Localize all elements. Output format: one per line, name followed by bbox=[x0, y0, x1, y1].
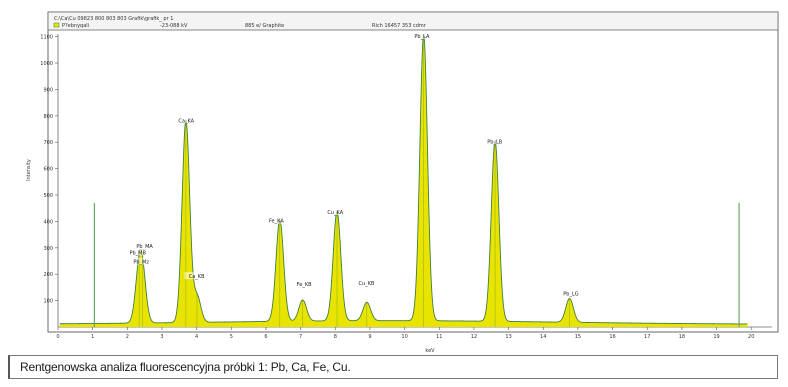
peak-label-bg bbox=[323, 208, 348, 216]
series-legend-swatch bbox=[53, 22, 60, 28]
y-tick-label: 700 bbox=[43, 140, 53, 146]
figure-caption: Rentgenowska analiza fluorescencyjna pró… bbox=[20, 360, 351, 374]
x-tick-label: 20 bbox=[748, 334, 754, 340]
x-tick-label: 19 bbox=[713, 334, 719, 340]
y-tick-label: 1100 bbox=[40, 35, 53, 41]
peak-label-group: Pb_LG bbox=[558, 289, 583, 297]
y-tick-label: 600 bbox=[43, 167, 53, 173]
peak-label: Pb_Mz bbox=[133, 260, 149, 266]
peak-label-bg bbox=[129, 257, 154, 265]
x-tick-label: 6 bbox=[264, 334, 267, 340]
x-tick-label: 17 bbox=[644, 334, 650, 340]
x-tick-label: 3 bbox=[160, 334, 163, 340]
y-tick-label: 800 bbox=[43, 114, 53, 120]
peak-label: Pb_MB bbox=[129, 250, 146, 256]
peak-label-group: Fe_KB bbox=[292, 280, 317, 288]
y-axis: 100 200 300 400 500 600 700 800 900 1000 1100 bbox=[40, 34, 59, 327]
x-tick-label: 9 bbox=[368, 334, 371, 340]
x-tick-label: 4 bbox=[195, 334, 198, 340]
peak-label-group: Pb_MA bbox=[132, 241, 157, 250]
peak-label: Fe_KB bbox=[297, 282, 312, 288]
peak-label-bg bbox=[264, 216, 289, 224]
plot-frame bbox=[47, 11, 779, 333]
peak-label-group: Pb_MB bbox=[125, 248, 150, 256]
x-tick-label: 0 bbox=[56, 334, 59, 340]
peak-label-bg bbox=[482, 137, 507, 145]
peak-label: Pb_LB bbox=[487, 140, 502, 146]
marker-layer bbox=[93, 202, 740, 327]
peak-label-bg bbox=[132, 241, 157, 249]
x-tick-label: 2 bbox=[126, 334, 129, 340]
peak-label-bg bbox=[174, 116, 199, 124]
peak-label: Cu_KB bbox=[359, 281, 375, 287]
peak-label-group: Cu_KB bbox=[354, 278, 379, 287]
peak-label-group: Pb_LB bbox=[482, 137, 507, 146]
x-axis-label: keV bbox=[425, 348, 435, 354]
y-tick-label: 300 bbox=[43, 246, 53, 252]
peak-label-group: Pb_Mz bbox=[129, 257, 154, 266]
peak-label-bg bbox=[354, 278, 379, 286]
x-tick-label: 14 bbox=[540, 334, 546, 340]
peak-label-bg bbox=[409, 31, 434, 39]
y-tick-label: 1000 bbox=[40, 61, 53, 67]
plot-header-bar bbox=[47, 11, 779, 31]
peak-label-bg bbox=[184, 272, 209, 280]
peak-label: Pb_MA bbox=[136, 244, 153, 250]
y-tick-label: 100 bbox=[43, 299, 53, 305]
figure-caption-box: Rentgenowska analiza fluorescencyjna pró… bbox=[8, 355, 778, 379]
x-tick-label: 8 bbox=[334, 334, 337, 340]
peak-label-bg bbox=[558, 289, 583, 297]
x-tick-label: 12 bbox=[471, 334, 477, 340]
peak-label: Ca_KB bbox=[189, 274, 205, 280]
peak-label: Ca_KA bbox=[178, 118, 194, 124]
peak-label-bg bbox=[125, 248, 150, 256]
header-counts: Rich 16457 353 cdmr bbox=[372, 23, 427, 29]
y-tick-label: 900 bbox=[43, 87, 53, 93]
peak-label-group: Fe_KA bbox=[264, 216, 289, 225]
peak-label: Cu_KA bbox=[327, 210, 343, 216]
header-target: 885 e/ Graphite bbox=[245, 23, 284, 29]
x-tick-label: 7 bbox=[299, 334, 302, 340]
peak-label-group: Cu_KA bbox=[323, 208, 348, 216]
header-line-1: C:\Ca\Cu 09823 800 803 803 Grafik\grafik… bbox=[54, 16, 173, 22]
spectrum-layer bbox=[59, 34, 748, 327]
spectrum-chart: C:\Ca\Cu 09823 800 803 803 Grafik\grafik… bbox=[26, 11, 779, 354]
x-tick-label: 13 bbox=[505, 334, 511, 340]
header-voltage: -23-088 kV bbox=[160, 23, 188, 29]
x-tick-label: 18 bbox=[679, 334, 685, 340]
x-tick-label: 5 bbox=[230, 334, 233, 340]
y-axis-label: Intensity bbox=[26, 159, 32, 181]
peak-label: Pb_LA bbox=[414, 34, 430, 40]
spectrum-outline bbox=[59, 34, 748, 325]
y-tick-label: 400 bbox=[43, 219, 53, 225]
x-tick-label: 11 bbox=[436, 334, 442, 340]
x-tick-label: 1 bbox=[91, 334, 94, 340]
x-tick-label: 10 bbox=[401, 334, 407, 340]
peak-label: Fe_KA bbox=[269, 219, 284, 225]
y-tick-label: 500 bbox=[43, 193, 53, 199]
y-tick-label: 200 bbox=[43, 272, 53, 278]
x-tick-label: 15 bbox=[575, 334, 581, 340]
peak-label-group: Pb_LA bbox=[409, 31, 434, 40]
peak-label-bg bbox=[292, 280, 317, 288]
peak-label-group: Ca_KB bbox=[184, 272, 209, 280]
header-series-name: P?ebnyqali bbox=[62, 23, 89, 29]
x-tick-label: 16 bbox=[609, 334, 615, 340]
peak-label: Pb_LG bbox=[563, 291, 578, 297]
peak-label-group: Ca_KA bbox=[174, 116, 199, 124]
